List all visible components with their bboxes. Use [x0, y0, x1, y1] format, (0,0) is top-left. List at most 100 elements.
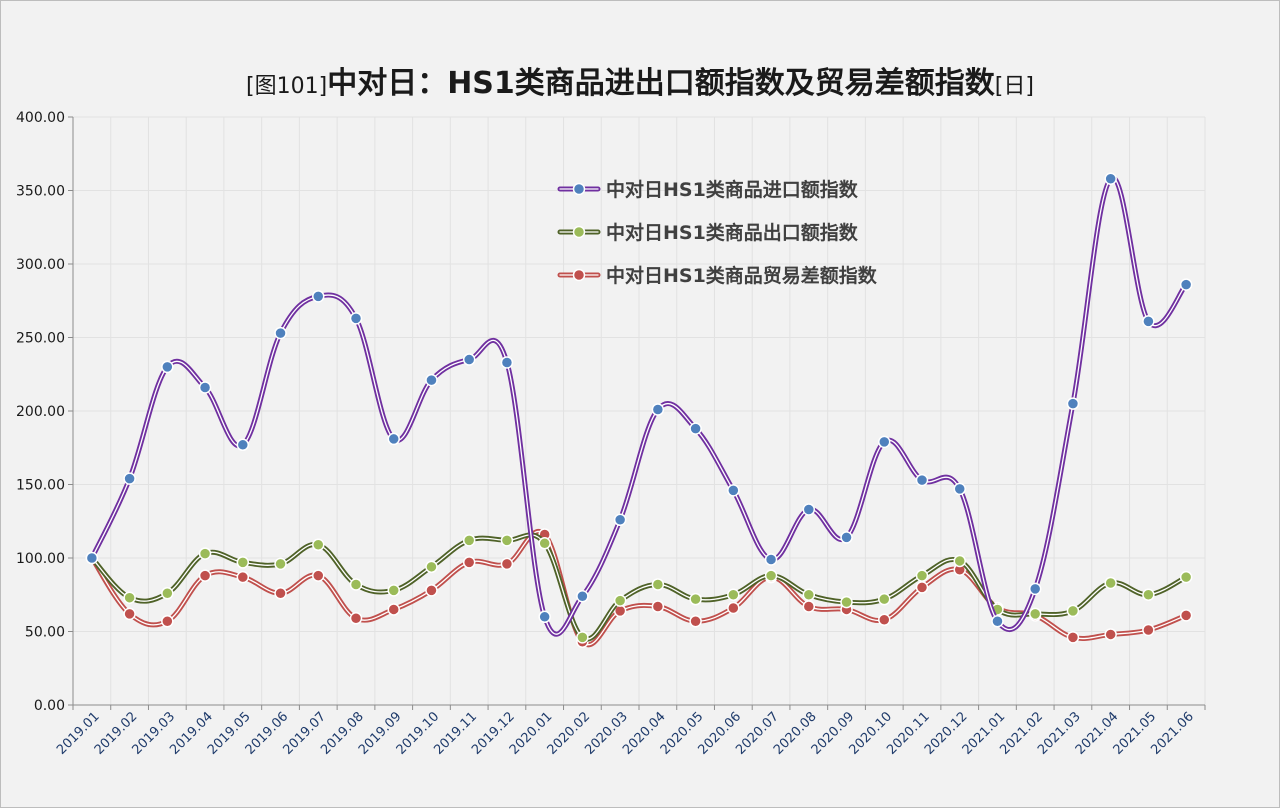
data-point	[1179, 570, 1193, 584]
y-tick-label: 400.00	[16, 110, 65, 126]
legend-marker	[572, 225, 586, 239]
data-point	[538, 537, 551, 550]
data-point	[161, 614, 174, 628]
x-axis-ticks: 2019.012019.022019.032019.042019.052019.…	[54, 709, 1197, 758]
data-point	[462, 353, 476, 366]
data-point	[764, 569, 778, 582]
data-point	[425, 584, 438, 597]
data-point	[840, 531, 853, 544]
data-point	[613, 513, 627, 527]
data-point	[1142, 588, 1155, 601]
data-point	[161, 360, 174, 374]
data-point	[198, 547, 212, 560]
title-main: 中对日：HS1类商品进出口额指数及贸易差额指数	[327, 66, 995, 101]
data-point	[840, 595, 853, 609]
data-point	[1179, 609, 1193, 622]
title-prefix: [图101]	[246, 74, 328, 99]
data-point	[878, 435, 891, 449]
data-point	[764, 553, 778, 566]
data-point	[613, 594, 627, 607]
data-point	[349, 312, 363, 325]
data-point	[236, 570, 250, 584]
y-tick-label: 50.00	[25, 625, 65, 641]
data-point	[387, 584, 400, 597]
data-point	[198, 569, 212, 582]
data-point	[500, 534, 514, 547]
data-point	[689, 614, 702, 628]
data-point	[387, 432, 400, 446]
data-point	[123, 472, 136, 485]
data-point	[689, 592, 702, 606]
legend-item: 中对日HS1类商品出口额指数	[557, 221, 859, 244]
data-point	[312, 290, 325, 303]
data-point	[1066, 604, 1080, 618]
data-point	[538, 610, 551, 624]
data-point	[1104, 628, 1117, 641]
legend-label: 中对日HS1类商品出口额指数	[606, 221, 859, 244]
data-point	[915, 581, 929, 594]
data-point	[651, 578, 665, 591]
data-point	[802, 588, 816, 601]
data-point	[425, 560, 438, 574]
data-point	[312, 538, 325, 552]
data-point	[123, 591, 136, 604]
y-tick-label: 350.00	[16, 184, 65, 200]
data-point	[85, 551, 99, 565]
data-point	[312, 569, 325, 582]
legend-marker	[572, 182, 586, 196]
data-point	[387, 603, 400, 616]
data-point	[349, 612, 363, 625]
data-point	[274, 557, 287, 571]
series-1	[85, 172, 1193, 637]
y-tick-label: 250.00	[16, 331, 65, 347]
legend: 中对日HS1类商品进口额指数中对日HS1类商品出口额指数中对日HS1类商品贸易差…	[557, 178, 878, 287]
data-point	[953, 554, 966, 568]
data-point	[425, 373, 438, 387]
data-point	[161, 587, 174, 600]
y-axis-ticks: 0.00 50.00 100.00 150.00 200.00 250.00 300.00 3…	[16, 110, 65, 714]
data-point	[915, 473, 929, 487]
data-point	[500, 356, 514, 369]
data-point	[1142, 623, 1155, 637]
data-point	[802, 503, 816, 516]
data-point	[1104, 172, 1117, 185]
data-point	[123, 607, 136, 621]
title-suffix: [日]	[994, 74, 1034, 99]
y-tick-label: 300.00	[16, 257, 65, 273]
data-point	[462, 534, 476, 547]
chart-title: [图101]中对日：HS1类商品进出口额指数及贸易差额指数[日]	[0, 58, 1280, 102]
data-point	[651, 403, 665, 416]
data-point	[576, 589, 589, 603]
y-tick-label: 100.00	[16, 551, 65, 567]
data-point	[1179, 278, 1193, 291]
data-point	[236, 556, 250, 569]
data-point	[1066, 397, 1080, 410]
data-point	[727, 601, 740, 615]
data-point	[274, 326, 287, 340]
legend-item: 中对日HS1类商品贸易差额指数	[557, 264, 878, 287]
y-tick-label: 150.00	[16, 478, 65, 494]
legend-item: 中对日HS1类商品进口额指数	[557, 178, 859, 201]
data-point	[576, 631, 589, 644]
data-point	[727, 484, 740, 497]
data-point	[1142, 315, 1155, 328]
data-point	[500, 557, 514, 571]
y-tick-label: 0.00	[34, 698, 65, 714]
data-point	[878, 613, 891, 626]
data-point	[651, 600, 665, 613]
data-point	[1066, 631, 1080, 644]
data-point	[462, 556, 476, 569]
data-point	[1104, 576, 1117, 590]
series-group	[85, 172, 1193, 649]
legend-marker	[572, 268, 586, 282]
data-point	[953, 482, 966, 496]
data-point	[1028, 607, 1042, 621]
data-point	[349, 578, 363, 591]
data-point	[991, 614, 1004, 628]
data-point	[878, 592, 891, 606]
legend-label: 中对日HS1类商品进口额指数	[606, 178, 859, 201]
data-point	[802, 600, 816, 613]
data-point	[1028, 582, 1042, 596]
data-point	[274, 587, 287, 600]
